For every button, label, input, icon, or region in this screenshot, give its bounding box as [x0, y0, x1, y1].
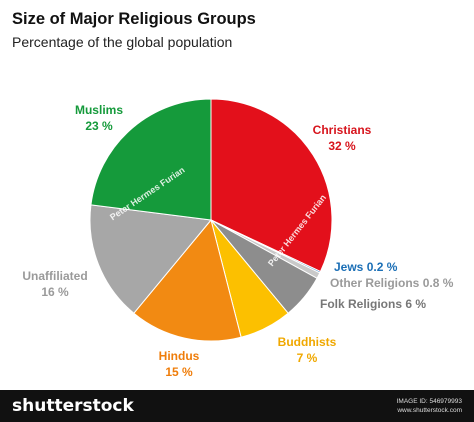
- brand-logo: shutterstock: [12, 396, 134, 416]
- slice-value: 15 %: [165, 365, 193, 379]
- pie-slice-muslims: [90, 98, 212, 221]
- footer-bar: shutterstock IMAGE ID: 546979993 www.shu…: [0, 390, 474, 422]
- slice-value: 23 %: [85, 119, 113, 133]
- chart-title: Size of Major Religious Groups: [12, 10, 256, 28]
- slice-label-jews: Jews 0.2 %: [334, 259, 397, 275]
- pie-slice-christians: [210, 98, 333, 273]
- slice-name: Buddhists: [277, 335, 337, 349]
- slice-label-buddhists: Buddhists 7 %: [270, 334, 344, 366]
- chart-subtitle: Percentage of the global population: [12, 34, 233, 50]
- pie-slices: [89, 98, 333, 342]
- slice-label-unaffiliated: Unaffiliated 16 %: [14, 268, 96, 300]
- image-id: IMAGE ID: 546979993: [396, 398, 462, 405]
- site-url: www.shutterstock.com: [397, 407, 462, 414]
- pie-slice-hindus: [133, 218, 242, 342]
- slice-value: 16 %: [41, 285, 69, 299]
- slice-name: Muslims: [74, 103, 123, 117]
- slice-label-folk-religions: Folk Religions 6 %: [320, 296, 426, 312]
- pie-chart: [89, 98, 333, 342]
- slice-name-value: Other Religions 0.8 %: [330, 276, 454, 290]
- slice-name-value: Folk Religions 6 %: [320, 297, 427, 311]
- image-meta: IMAGE ID: 546979993 www.shutterstock.com: [397, 397, 462, 415]
- slice-name: Hindus: [158, 349, 200, 363]
- slice-label-hindus: Hindus 15 %: [146, 348, 212, 380]
- slice-value: 32 %: [328, 139, 356, 153]
- slice-name-value: Jews 0.2 %: [334, 260, 398, 274]
- slice-name: Christians: [312, 123, 372, 137]
- slice-name: Unaffiliated: [22, 269, 88, 283]
- slice-label-other-religions: Other Religions 0.8 %: [330, 275, 453, 291]
- slice-label-christians: Christians 32 %: [302, 122, 382, 154]
- slice-label-muslims: Muslims 23 %: [64, 102, 134, 134]
- pie-slice-unaffiliated: [89, 204, 212, 314]
- slice-value: 7 %: [296, 351, 318, 365]
